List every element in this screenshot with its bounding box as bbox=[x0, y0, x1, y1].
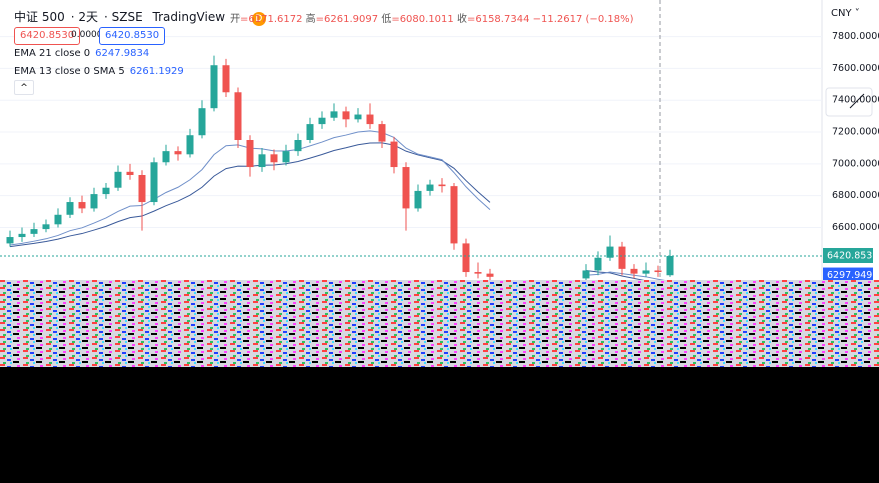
candle-body bbox=[366, 114, 374, 125]
candle-body bbox=[618, 246, 626, 269]
legend-ema21: EMA 21 close 0 6247.9834 bbox=[14, 48, 149, 59]
candle-body bbox=[474, 272, 482, 274]
legend-name: EMA 21 close 0 bbox=[14, 48, 91, 59]
high-value: =6261.9097 bbox=[315, 14, 379, 25]
y-tick-label: 7800.0000 bbox=[832, 31, 879, 42]
tool-icon bbox=[849, 93, 865, 109]
ema-price-label: 6297.9490 bbox=[827, 270, 878, 281]
legend-ema13: EMA 13 close 0 SMA 5 6261.1929 bbox=[14, 66, 184, 77]
corrupted-region bbox=[0, 280, 879, 367]
candle-body bbox=[330, 111, 338, 118]
sell-button[interactable]: 6420.8530 bbox=[14, 27, 81, 45]
candle-body bbox=[426, 184, 434, 191]
candle-body bbox=[258, 154, 266, 168]
last-price-box bbox=[823, 248, 873, 264]
candle-body bbox=[90, 194, 98, 209]
buy-button[interactable]: 6420.8530 bbox=[99, 27, 166, 45]
candle-body bbox=[6, 237, 14, 244]
chart-bg bbox=[0, 0, 879, 280]
candle-body bbox=[486, 273, 494, 277]
candle-body bbox=[390, 141, 398, 168]
candle-body bbox=[246, 140, 254, 168]
market-status: D bbox=[251, 12, 266, 26]
candle-body bbox=[414, 190, 422, 209]
spread: 0.0000 bbox=[71, 30, 103, 40]
candle-body bbox=[126, 171, 134, 175]
source: TradingView bbox=[152, 10, 226, 24]
legend-value: 6261.1929 bbox=[129, 66, 184, 77]
y-tick-label: 7200.0000 bbox=[832, 127, 879, 138]
candle-body bbox=[198, 108, 206, 136]
symbol[interactable]: 中证 500 bbox=[14, 10, 65, 24]
low-label: 低 bbox=[381, 14, 392, 25]
candle-body bbox=[234, 92, 242, 140]
open-label: 开 bbox=[230, 14, 240, 25]
candle-body bbox=[606, 246, 614, 258]
last-price-label: 6420.8530 bbox=[827, 251, 878, 262]
candle-body bbox=[18, 233, 26, 238]
candle-body bbox=[282, 151, 290, 163]
candle-body bbox=[654, 270, 662, 273]
ohlc-values: 开=6171.6172 高=6261.9097 低=6080.1011 收=61… bbox=[230, 10, 633, 25]
candle-body bbox=[450, 186, 458, 244]
candle-body bbox=[30, 229, 38, 234]
candle-body bbox=[270, 154, 278, 163]
interval[interactable]: 2天 bbox=[78, 10, 99, 24]
candle-body bbox=[402, 167, 410, 209]
candle-body bbox=[162, 151, 170, 163]
candle-body bbox=[54, 214, 62, 225]
symbol-header: 中证 500 · 2天 · SZSE TradingView ◦ D bbox=[14, 8, 272, 26]
candle-body bbox=[462, 243, 470, 273]
y-tick-label: 6600.0000 bbox=[832, 222, 879, 233]
y-tick-label: 7400.0000 bbox=[832, 95, 879, 106]
candle-body bbox=[42, 224, 50, 230]
candle-body bbox=[294, 140, 302, 152]
candle-body bbox=[354, 114, 362, 120]
high-label: 高 bbox=[305, 14, 316, 25]
currency-label: CNY bbox=[831, 8, 852, 19]
candle-body bbox=[102, 187, 110, 195]
exchange: SZSE bbox=[111, 10, 143, 24]
open-value: =6171.6172 bbox=[240, 14, 303, 25]
legend-name: EMA 13 close 0 SMA 5 bbox=[14, 66, 125, 77]
candle-body bbox=[342, 111, 350, 120]
change: −11.2617 (−0.18%) bbox=[532, 14, 634, 25]
candle-body bbox=[114, 171, 122, 188]
ema-price-box bbox=[823, 267, 873, 283]
candle-body bbox=[222, 65, 230, 93]
low-value: =6080.1011 bbox=[391, 14, 454, 25]
candle-body bbox=[642, 270, 650, 274]
currency[interactable]: CNY ˅ bbox=[831, 8, 860, 19]
candle-body bbox=[630, 268, 638, 274]
candle-body bbox=[174, 151, 182, 155]
y-tick-label: 7600.0000 bbox=[832, 63, 879, 74]
candle-body bbox=[78, 202, 86, 209]
candle-body bbox=[378, 124, 386, 142]
drawing-tool[interactable] bbox=[825, 87, 873, 117]
candle-body bbox=[66, 202, 74, 215]
candle-body bbox=[318, 117, 326, 125]
candle-body bbox=[210, 65, 218, 109]
candle-body bbox=[594, 257, 602, 271]
candle-body bbox=[138, 175, 146, 203]
y-tick-label: 7000.0000 bbox=[832, 158, 879, 169]
candle-body bbox=[438, 184, 446, 187]
legend-value: 6247.9834 bbox=[95, 48, 150, 59]
close-value: =6158.7344 bbox=[466, 14, 530, 25]
candle-body bbox=[150, 162, 158, 203]
candle-body bbox=[582, 270, 590, 279]
candle-body bbox=[186, 135, 194, 155]
candle-body bbox=[306, 124, 314, 140]
eye-icon[interactable]: ◦ bbox=[234, 10, 242, 24]
close-label: 收 bbox=[456, 14, 467, 25]
candle-body bbox=[666, 256, 674, 276]
y-tick-label: 6800.0000 bbox=[832, 190, 879, 201]
collapse-legend[interactable]: ^ bbox=[14, 80, 34, 95]
